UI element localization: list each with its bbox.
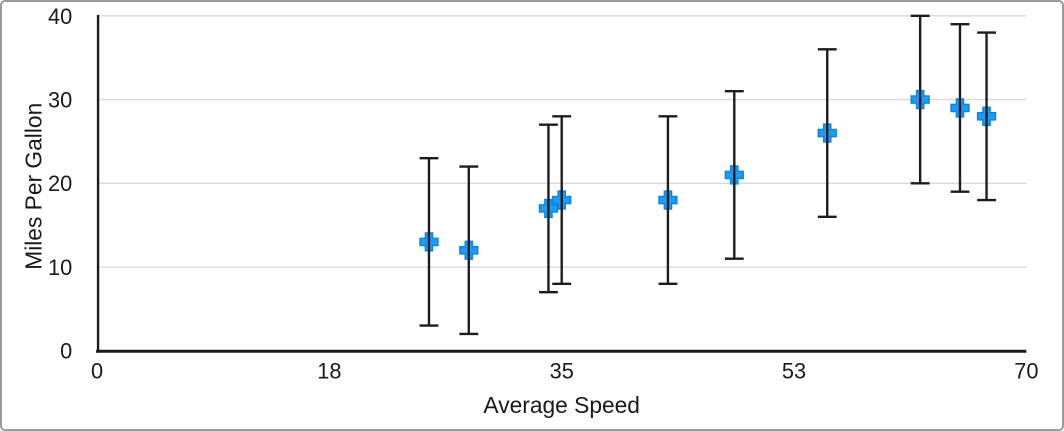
error-bar bbox=[724, 90, 744, 260]
error-bar bbox=[950, 23, 970, 193]
error-bar bbox=[539, 123, 558, 294]
data-point-markers bbox=[419, 89, 997, 260]
y-tick-label: 30 bbox=[48, 88, 72, 113]
y-tick-label: 40 bbox=[48, 4, 72, 29]
error-bar bbox=[459, 165, 479, 336]
error-bars bbox=[419, 14, 996, 336]
x-axis-title: Average Speed bbox=[483, 392, 640, 418]
y-axis-title: Miles Per Gallon bbox=[21, 103, 47, 270]
error-bar bbox=[910, 14, 930, 185]
axes bbox=[96, 14, 1027, 353]
x-tick-label: 35 bbox=[550, 358, 574, 383]
error-bar bbox=[977, 31, 996, 202]
y-tick-label: 20 bbox=[48, 171, 72, 196]
y-axis-tick-labels: 0 10 20 30 40 bbox=[48, 4, 72, 364]
error-bar bbox=[419, 156, 439, 327]
y-tick-label: 0 bbox=[60, 339, 72, 364]
error-bar bbox=[552, 115, 572, 285]
x-tick-label: 0 bbox=[91, 358, 103, 383]
x-axis-tick-labels: 0 18 35 53 70 bbox=[91, 358, 1038, 383]
error-bar bbox=[658, 115, 678, 285]
y-tick-label: 10 bbox=[48, 255, 72, 280]
error-bar bbox=[817, 48, 837, 218]
x-tick-label: 18 bbox=[317, 358, 341, 383]
x-tick-label: 53 bbox=[782, 358, 806, 383]
x-tick-label: 70 bbox=[1014, 358, 1038, 383]
